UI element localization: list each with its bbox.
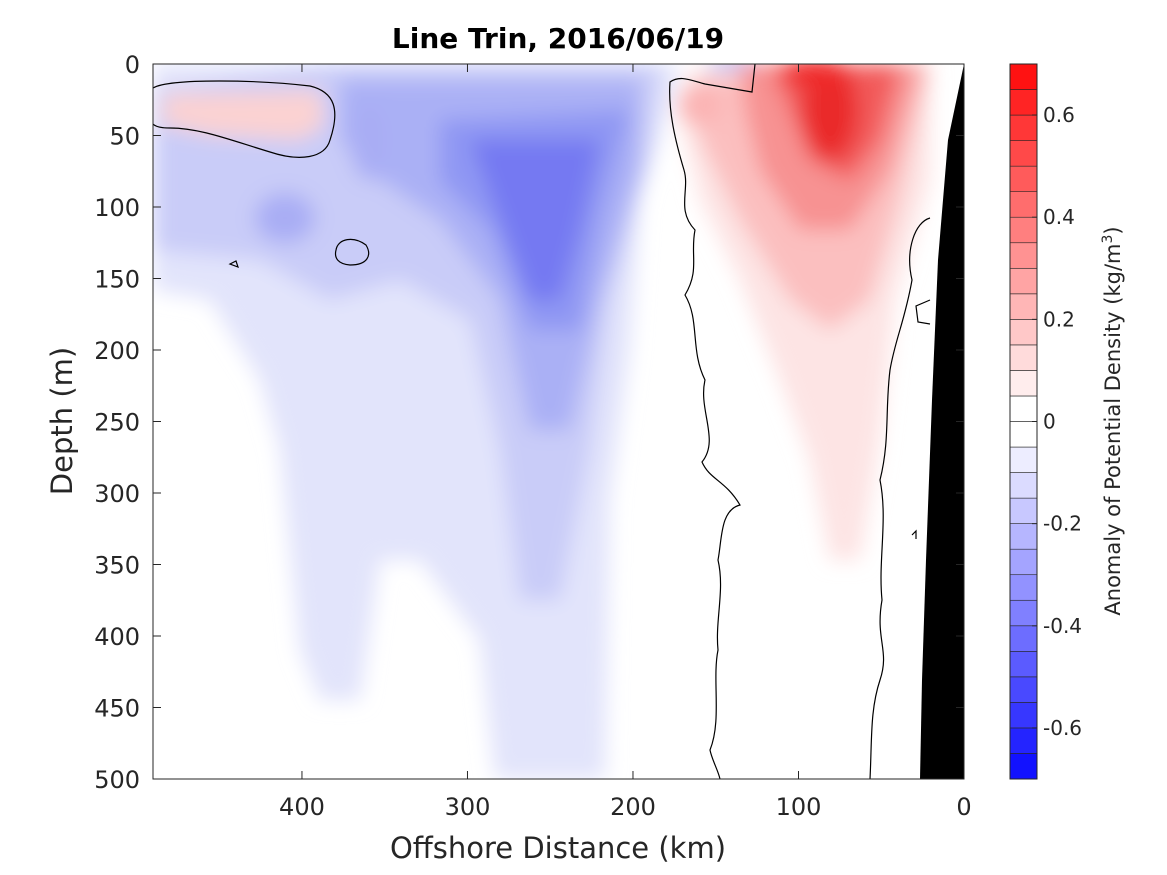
colorbar-tick-label: -0.6: [1043, 716, 1082, 740]
colorbar-cell: [1009, 625, 1038, 652]
positive-surface-peak: [780, 64, 850, 86]
x-tick-label: 0: [956, 793, 971, 821]
colorbar-label-main: Anomaly of Potential Density (kg/m: [1101, 244, 1125, 616]
plot-area: 400 300 200 100 0 0 50 100 150 200 250 300 350 400 45…: [94, 51, 971, 821]
x-tick-label: 200: [610, 793, 656, 821]
colorbar-cell: [1009, 140, 1038, 167]
y-axis-ticks: 0 50 100 150 200 250 300 350 400 450 500: [94, 51, 964, 794]
x-axis-label: Offshore Distance (km): [390, 831, 726, 865]
x-tick-label: 300: [445, 793, 491, 821]
y-tick-label: 150: [94, 266, 140, 294]
colorbar-cell: [1009, 89, 1038, 116]
colorbar-cell: [1009, 446, 1038, 473]
y-tick-label: 100: [94, 194, 140, 222]
y-tick-label: 300: [94, 480, 140, 508]
colorbar: 0.6 0.4 0.2 0 -0.2 -0.4 -0.6 Anomaly of Potent…: [1009, 63, 1125, 780]
colorbar-ticks: 0.6 0.4 0.2 0 -0.2 -0.4 -0.6: [1032, 103, 1082, 740]
colorbar-cell: [1009, 293, 1038, 320]
colorbar-cell: [1009, 472, 1038, 499]
zero-contour-small-loop-1: [334, 238, 370, 266]
x-tick-label: 100: [776, 793, 822, 821]
y-tick-label: 50: [109, 123, 140, 151]
colorbar-label-superscript: 3: [1100, 235, 1116, 244]
colorbar-cell: [1009, 523, 1038, 550]
x-axis-ticks: 400 300 200 100 0: [279, 64, 972, 821]
colorbar-tick-label: 0: [1043, 410, 1056, 434]
negative-mid-eddy: [350, 100, 390, 180]
positive-west-patch: [163, 90, 325, 140]
colorbar-cell: [1009, 548, 1038, 576]
colorbar-label-close: ): [1101, 226, 1125, 234]
colorbar-cell: [1009, 599, 1038, 627]
colorbar-cell: [1009, 727, 1038, 754]
colorbar-cell: [1009, 344, 1038, 371]
positive-region-peak: [802, 64, 858, 160]
zero-contour-small-loop-2: [228, 260, 239, 269]
zero-contour-west-patch: [153, 80, 336, 158]
colorbar-cell: [1009, 114, 1038, 141]
field-shading: [153, 64, 930, 779]
zero-contour-front: [669, 64, 756, 779]
colorbar-tick-label: -0.4: [1043, 614, 1082, 638]
colorbar-cell: [1009, 702, 1038, 729]
colorbar-cell: [1009, 395, 1038, 422]
colorbar-cell: [1009, 497, 1038, 524]
zero-contours: [153, 64, 931, 779]
colorbar-cell: [1009, 319, 1038, 346]
density-field: [153, 64, 964, 779]
colorbar-tick-label: 0.2: [1043, 307, 1075, 331]
colorbar-tick-label: -0.2: [1043, 512, 1082, 536]
colorbar-cell: [1009, 421, 1038, 448]
negative-west-eddy: [255, 193, 315, 243]
negative-region-core-inner: [470, 140, 600, 300]
zero-contour-small-loop-4: [911, 529, 917, 539]
chart-title: Line Trin, 2016/06/19: [392, 22, 724, 55]
colorbar-cell: [1009, 676, 1038, 703]
y-tick-label: 200: [94, 337, 140, 365]
y-tick-label: 350: [94, 552, 140, 580]
colorbar-tick-label: 0.6: [1043, 103, 1075, 127]
y-tick-label: 400: [94, 623, 140, 651]
positive-left-patch: [678, 83, 722, 127]
colorbar-cell: [1009, 651, 1038, 678]
colorbar-cell: [1009, 242, 1038, 269]
y-tick-label: 500: [94, 766, 140, 794]
y-tick-label: 250: [94, 409, 140, 437]
colorbar-tick-label: 0.4: [1043, 205, 1075, 229]
colorbar-label: Anomaly of Potential Density (kg/m3): [1100, 226, 1125, 615]
x-tick-label: 400: [279, 793, 325, 821]
colorbar-cell: [1009, 165, 1038, 192]
y-tick-label: 450: [94, 695, 140, 723]
colorbar-cell: [1009, 267, 1038, 295]
colorbar-cell: [1009, 63, 1038, 90]
y-tick-label: 0: [125, 51, 140, 79]
colorbar-cell: [1009, 191, 1038, 218]
colorbar-cell: [1009, 370, 1038, 397]
y-axis-label: Depth (m): [45, 347, 79, 495]
colorbar-cell: [1009, 574, 1038, 601]
bathymetry-mask: [920, 64, 964, 779]
zero-contour-small-loop-3: [915, 299, 931, 325]
zero-contour-nearshore: [869, 217, 931, 779]
colorbar-cell: [1009, 753, 1038, 780]
colorbar-cell: [1009, 216, 1038, 244]
